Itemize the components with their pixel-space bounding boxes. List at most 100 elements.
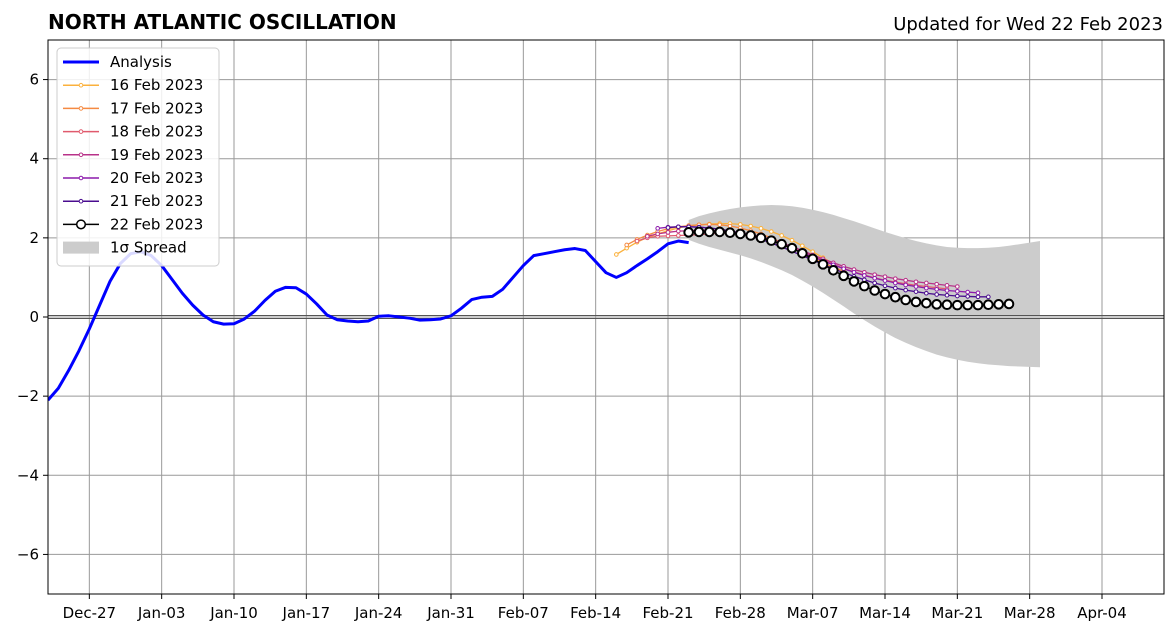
forecast-point [676, 224, 681, 230]
legend-label: Analysis [110, 53, 172, 71]
forecast-point [975, 290, 981, 296]
legend-marker [78, 129, 84, 134]
forecast-point [872, 275, 877, 281]
forecast-point [903, 282, 908, 288]
legend-label: 1σ Spread [110, 239, 187, 257]
forecast-point [913, 284, 919, 289]
x-tick-label: Feb-21 [642, 604, 693, 622]
forecast-point [944, 283, 950, 288]
forecast-point [748, 223, 753, 229]
forecast-point [893, 276, 898, 281]
x-tick-label: Jan-24 [354, 604, 403, 622]
forecast-point [965, 294, 970, 299]
forecast-point [807, 253, 818, 265]
forecast-point [903, 287, 908, 293]
forecast-point [655, 226, 660, 231]
forecast-point [841, 266, 846, 272]
forecast-point [962, 299, 973, 311]
forecast-point [910, 296, 922, 308]
forecast-point [800, 243, 805, 249]
forecast-point [900, 294, 911, 306]
forecast-point [934, 287, 939, 292]
forecast-point [924, 280, 929, 286]
x-tick-label: Mar-21 [931, 604, 983, 622]
chart-title: NORTH ATLANTIC OSCILLATION [48, 10, 397, 34]
y-tick-label: −2 [17, 387, 39, 405]
forecast-point [735, 228, 746, 240]
forecast-point [717, 222, 722, 228]
forecast-point [624, 242, 629, 248]
legend-marker [78, 106, 84, 111]
zero-line-layer [48, 315, 1164, 319]
forecast-point [714, 226, 725, 238]
x-tick-label: Jan-03 [137, 604, 186, 622]
forecast-point [882, 278, 888, 283]
forecast-point [862, 273, 867, 278]
forecast-point [955, 288, 960, 294]
forecast-point [955, 284, 960, 289]
forecast-point [683, 227, 694, 238]
forecast-point [634, 238, 640, 244]
forecast-point [758, 226, 764, 231]
forecast-point [934, 281, 939, 287]
forecast-point [944, 288, 950, 293]
forecast-point [645, 233, 650, 239]
forecast-point [859, 280, 870, 292]
forecast-point [766, 235, 777, 246]
x-tick-label: Jan-10 [209, 604, 258, 622]
forecast-point [838, 270, 849, 282]
forecast-point [913, 279, 919, 285]
x-tick-label: Mar-07 [787, 604, 839, 622]
legend-entry: 17 Feb 2023 [63, 99, 203, 117]
forecast-point [797, 247, 808, 259]
forecast-point [921, 297, 932, 309]
legend-box [56, 47, 220, 267]
legend-marker [78, 175, 84, 181]
forecast-point [941, 299, 953, 311]
legend-entry: 21 Feb 2023 [63, 192, 203, 210]
forecast-point [665, 230, 671, 235]
x-tick-label: Feb-14 [570, 604, 621, 622]
legend-label: 20 Feb 2023 [110, 169, 203, 187]
forecast-point [755, 232, 767, 244]
forecast-point [786, 242, 798, 254]
forecast-point [665, 225, 671, 230]
forecast-point [769, 229, 774, 234]
forecast-point [693, 226, 705, 238]
y-tick-label: 2 [29, 229, 39, 247]
forecast-point [676, 228, 681, 234]
forecast-point [738, 222, 743, 227]
legend-label: 18 Feb 2023 [110, 123, 203, 141]
x-tick-label: Jan-31 [426, 604, 475, 622]
legend-label: 19 Feb 2023 [110, 146, 203, 164]
legend-label: 17 Feb 2023 [110, 99, 203, 117]
legend-entry: 19 Feb 2023 [63, 146, 203, 164]
y-tick-label: 0 [29, 308, 39, 326]
legend-entry: Analysis [63, 53, 172, 71]
forecast-point [676, 233, 681, 238]
forecast-point [707, 222, 712, 227]
forecast-point [724, 227, 736, 239]
forecast-point [965, 289, 970, 295]
forecast-point [952, 299, 963, 311]
legend-entry: 18 Feb 2023 [63, 123, 203, 141]
y-tick-label: −4 [17, 466, 39, 484]
forecast-point [745, 230, 756, 241]
forecast-point [972, 299, 984, 311]
legend-label: 21 Feb 2023 [110, 192, 203, 210]
legend-label: 22 Feb 2023 [110, 215, 203, 233]
legend-marker [78, 82, 84, 88]
forecast-point [903, 277, 908, 283]
legend: Analysis 16 Feb 2023 17 Feb 2023 18 Feb 202… [56, 47, 220, 267]
x-tick-label: Jan-17 [282, 604, 331, 622]
axes: Dec-27 Jan-03 Jan-10 Jan-17 Jan-24 Jan-31 Feb-… [17, 71, 1127, 622]
y-tick-label: 4 [29, 150, 39, 168]
forecast-point [931, 299, 942, 310]
forecast-point [872, 280, 877, 286]
forecast-point [913, 289, 919, 294]
x-tick-label: Feb-07 [498, 604, 549, 622]
forecast-point [890, 291, 901, 303]
forecast-point [975, 294, 981, 300]
